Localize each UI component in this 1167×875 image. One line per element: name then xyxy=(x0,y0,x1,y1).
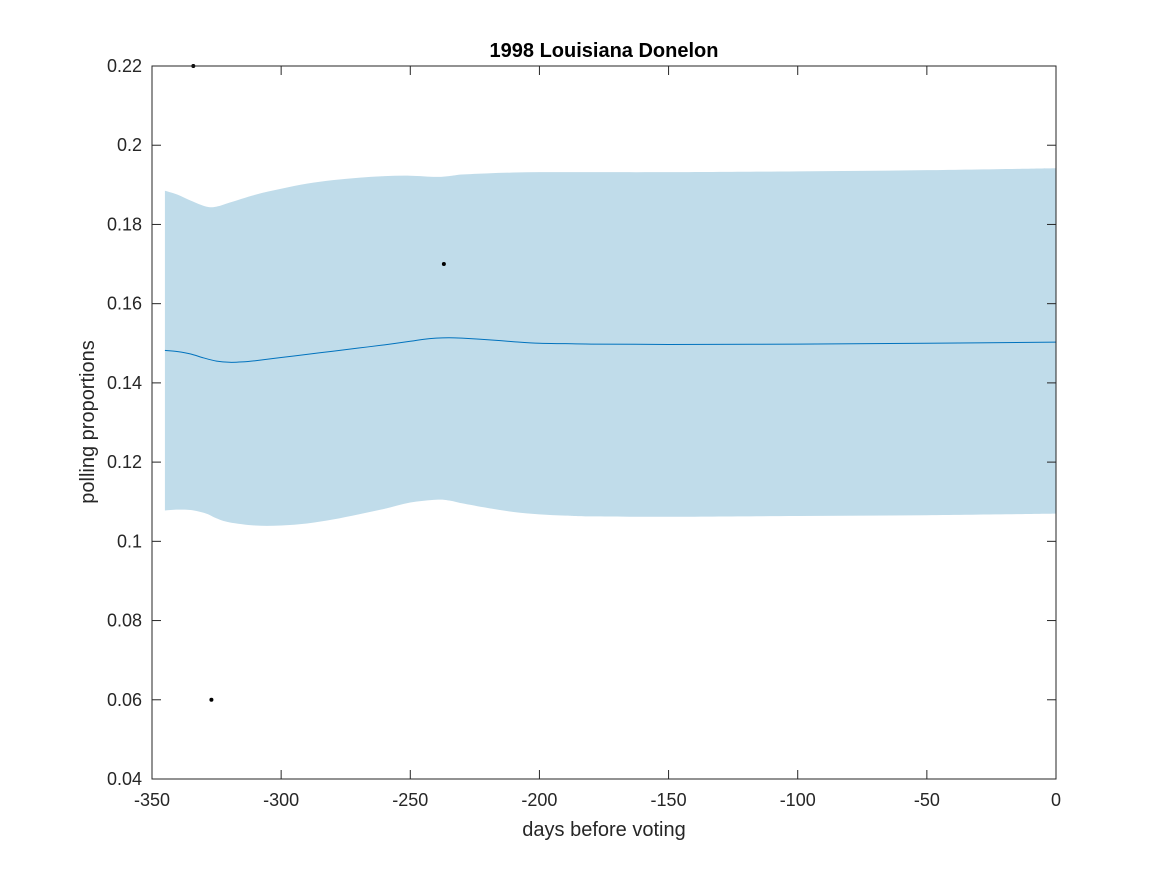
y-tick-label: 0.22 xyxy=(107,56,142,76)
y-tick-label: 0.16 xyxy=(107,294,142,314)
y-tick-label: 0.12 xyxy=(107,452,142,472)
x-tick-label: -250 xyxy=(392,790,428,810)
poll-point xyxy=(209,697,214,702)
y-tick-label: 0.08 xyxy=(107,611,142,631)
chart-title: 1998 Louisiana Donelon xyxy=(490,40,719,62)
y-axis-label: polling proportions xyxy=(77,340,99,503)
y-tick-label: 0.2 xyxy=(117,135,142,155)
y-tick-label: 0.04 xyxy=(107,769,142,789)
x-axis-label: days before voting xyxy=(522,819,685,841)
poll-point xyxy=(441,262,446,267)
y-tick-label: 0.14 xyxy=(107,373,142,393)
y-tick-label: 0.06 xyxy=(107,690,142,710)
series-line-0 xyxy=(164,337,1057,363)
x-tick-label: -100 xyxy=(780,790,816,810)
confidence-band xyxy=(164,168,1056,526)
x-tick-label: -300 xyxy=(263,790,299,810)
x-tick-label: -50 xyxy=(914,790,940,810)
x-tick-label: 0 xyxy=(1051,790,1061,810)
x-tick-label: -150 xyxy=(651,790,687,810)
y-tick-label: 0.18 xyxy=(107,214,142,234)
plot-area-frame xyxy=(151,65,1057,780)
y-tick-label: 0.1 xyxy=(117,531,142,551)
x-tick-label: -350 xyxy=(134,790,170,810)
x-tick-label: -200 xyxy=(521,790,557,810)
